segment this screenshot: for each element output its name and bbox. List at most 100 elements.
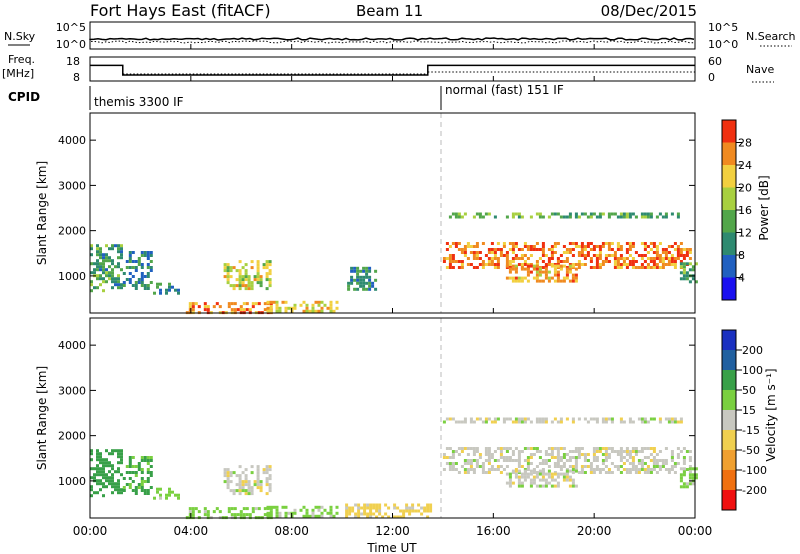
power-data-cell-1 (137, 260, 141, 263)
vel-data-cell-8 (481, 420, 485, 424)
power-data-cell-3 (212, 305, 216, 309)
power-data-cell-7 (670, 260, 674, 263)
power-data-cell-7 (631, 266, 635, 269)
vel-data-cell-8 (556, 420, 560, 424)
power-data-cell-7 (673, 263, 677, 266)
power-data-cell-8 (634, 215, 638, 219)
vel-data-cell-9 (532, 475, 536, 479)
vel-data-cell-8 (505, 417, 509, 421)
vel-data-cell-8 (658, 417, 662, 421)
vel-data-cell-3 (230, 513, 234, 517)
vel-data-cell-8 (541, 420, 545, 424)
power-data-cell-7 (490, 257, 494, 260)
nsearch-label: N.Search (746, 30, 796, 43)
vel-data-cell-6 (426, 515, 430, 519)
power-data-cell-7 (505, 263, 509, 266)
power-colorbar-swatch (722, 277, 736, 300)
vel-data-cell-3 (203, 510, 207, 514)
power-data-cell-5 (320, 309, 324, 313)
power-data-cell-8 (664, 212, 668, 216)
power-data-cell-7 (583, 257, 587, 260)
vel-data-cell-8 (457, 420, 461, 424)
power-data-cell-8 (517, 212, 521, 216)
power-data-cell-7 (664, 263, 668, 266)
power-data-cell-7 (571, 254, 575, 257)
power-data-cell-7 (550, 248, 554, 251)
power-data-cell-9 (559, 267, 563, 271)
power-data-cell-7 (559, 254, 563, 257)
vel-data-cell-9 (505, 472, 509, 476)
vel-data-cell-7 (469, 462, 473, 465)
vel-data-cell-7 (592, 468, 596, 471)
vel-data-cell-6 (369, 512, 373, 516)
power-data-cell-0 (114, 265, 117, 269)
power-data-cell-0 (108, 256, 111, 260)
power-data-cell-1 (149, 281, 153, 284)
power-data-cell-1 (146, 284, 150, 287)
vel-data-cell-5 (287, 511, 291, 515)
power-data-cell-1 (122, 272, 126, 275)
vel-data-cell-4 (244, 474, 248, 478)
power-data-cell-4 (250, 260, 254, 264)
vel-data-cell-0 (99, 479, 102, 483)
power-data-cell-6 (350, 266, 354, 270)
vel-data-cell-7 (604, 456, 608, 459)
power-data-cell-7 (643, 266, 647, 269)
vel-data-cell-8 (676, 420, 680, 424)
vel-data-cell-9 (529, 469, 533, 473)
power-data-cell-7 (568, 242, 572, 245)
vel-data-cell-4 (241, 480, 245, 484)
vel-data-cell-6 (423, 506, 427, 510)
vel-data-cell-7 (583, 453, 587, 456)
vel-data-cell-6 (354, 515, 358, 519)
vel-data-cell-1 (140, 477, 144, 480)
power-data-cell-1 (131, 251, 135, 254)
vel-data-cell-6 (402, 509, 406, 513)
power-colorbar-swatch (722, 187, 736, 210)
power-data-cell-7 (550, 245, 554, 248)
power-data-cell-9 (508, 267, 512, 271)
power-data-cell-7 (508, 266, 512, 269)
vel-data-cell-3 (251, 507, 255, 511)
power-data-cell-2 (168, 282, 171, 286)
power-data-cell-3 (227, 305, 231, 309)
vel-data-cell-1 (143, 459, 147, 462)
vel-data-cell-6 (378, 506, 382, 510)
vel-data-cell-7 (655, 453, 659, 456)
power-data-cell-7 (472, 245, 476, 248)
vel-yticks-tick-label: 4000 (58, 339, 86, 352)
power-data-cell-1 (128, 278, 132, 281)
power-data-cell-2 (156, 285, 159, 289)
power-data-cell-7 (526, 248, 530, 251)
vel-data-cell-0 (111, 482, 114, 486)
vel-data-cell-9 (535, 484, 539, 488)
vel-data-cell-7 (625, 468, 629, 471)
power-data-cell-7 (478, 263, 482, 266)
power-data-cell-0 (108, 259, 111, 263)
vel-data-cell-9 (556, 472, 560, 476)
power-data-cell-9 (565, 273, 569, 277)
vel-data-cell-0 (120, 452, 123, 456)
power-data-cell-7 (496, 266, 500, 269)
power-data-cell-7 (508, 242, 512, 245)
vel-data-cell-6 (345, 506, 349, 510)
power-data-cell-7 (685, 248, 689, 251)
vel-data-cell-5 (269, 514, 273, 518)
power-data-cell-4 (262, 263, 266, 267)
power-data-cell-9 (568, 267, 572, 271)
vel-data-cell-7 (505, 465, 509, 468)
vel-data-cell-7 (496, 465, 500, 468)
power-data-cell-0 (117, 280, 120, 284)
power-data-cell-7 (619, 254, 623, 257)
power-data-cell-1 (137, 263, 141, 266)
power-data-cell-7 (628, 242, 632, 245)
vel-data-cell-8 (628, 417, 632, 421)
vel-data-cell-7 (640, 450, 644, 453)
vel-data-cell-9 (523, 478, 527, 482)
vel-data-cell-7 (460, 450, 464, 453)
vel-data-cell-4 (241, 471, 245, 475)
vel-data-cell-3 (269, 510, 273, 514)
power-data-cell-4 (265, 278, 269, 282)
power-data-cell-1 (140, 275, 144, 278)
vel-data-cell-7 (466, 462, 470, 465)
